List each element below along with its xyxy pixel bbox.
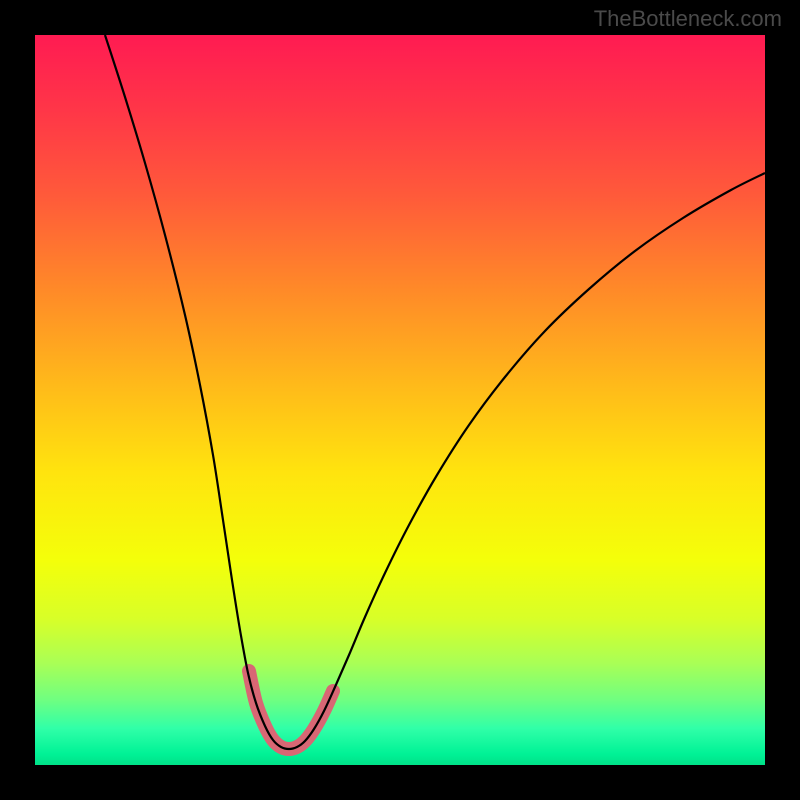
curve-main [105,35,765,749]
curve-highlight [249,671,333,749]
plot-area [35,35,765,765]
curve-layer [35,35,765,765]
chart-frame: TheBottleneck.com [0,0,800,800]
watermark-text: TheBottleneck.com [594,6,782,32]
